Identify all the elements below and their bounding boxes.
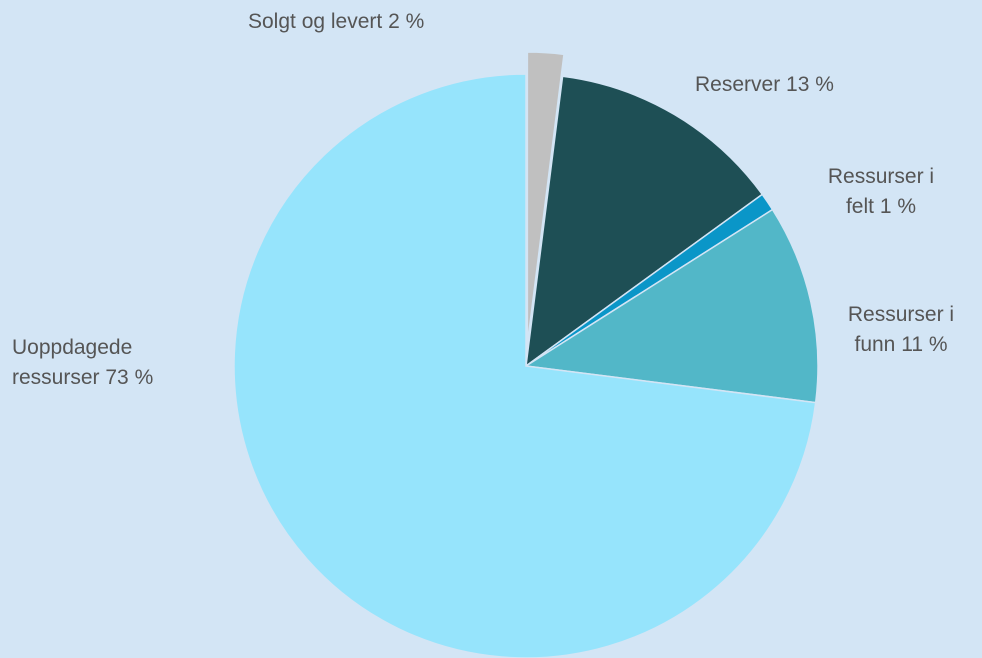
slice-label: Reserver 13 % bbox=[695, 70, 915, 100]
slice-value-label: 73 % bbox=[105, 366, 154, 389]
pie-slice bbox=[525, 75, 764, 368]
slice-value-label: 13 % bbox=[786, 73, 834, 96]
pie-slice bbox=[526, 51, 565, 345]
slice-category: Reserver bbox=[695, 73, 781, 96]
slice-category: Uoppdagede ressurser bbox=[12, 336, 133, 389]
slice-label: Solgt og levert 2 % bbox=[248, 7, 548, 37]
slice-value-label: 11 % bbox=[901, 333, 948, 356]
pie-slice bbox=[233, 73, 817, 658]
slice-label: Ressurser i felt 1 % bbox=[812, 162, 950, 222]
slice-category: Ressurser i felt bbox=[827, 165, 935, 218]
slice-label: Uoppdagede ressurser 73 % bbox=[12, 333, 212, 393]
pie-slice bbox=[523, 208, 819, 404]
slice-category: Ressurser i funn bbox=[847, 303, 955, 356]
slice-value-label: 1 % bbox=[879, 195, 917, 218]
slice-value-label: 2 % bbox=[388, 10, 425, 33]
slice-label: Ressurser i funn 11 % bbox=[828, 300, 974, 360]
slice-category: Solgt og levert bbox=[248, 10, 383, 33]
